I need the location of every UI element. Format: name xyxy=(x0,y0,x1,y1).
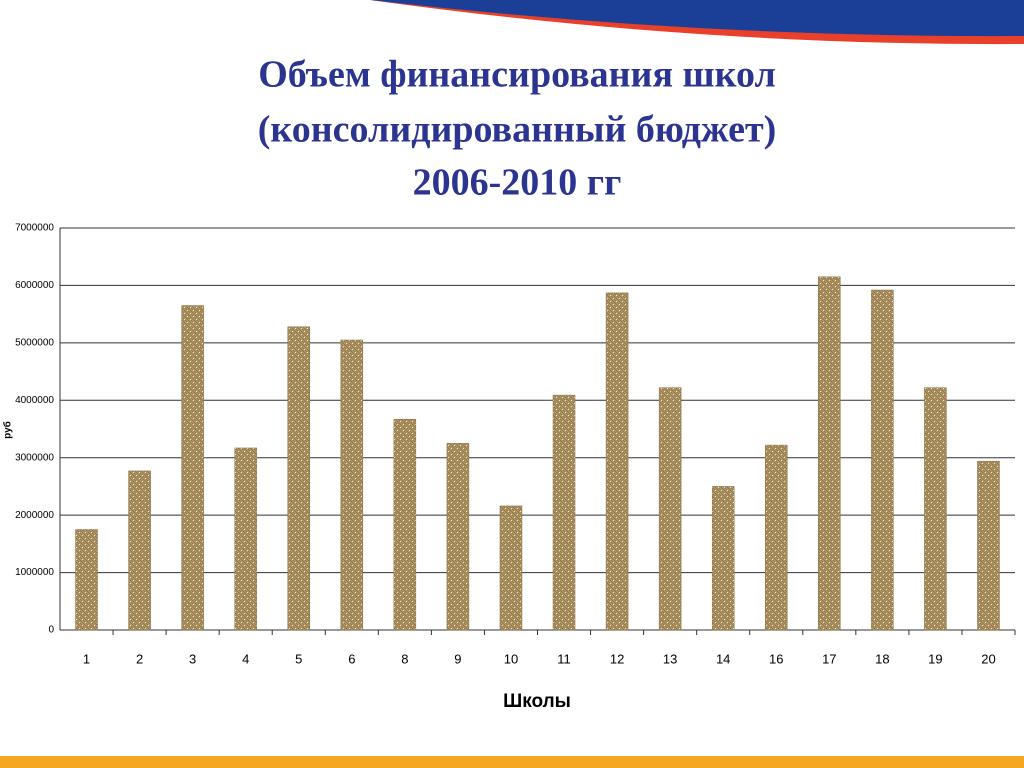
bar xyxy=(75,529,98,631)
bar xyxy=(499,505,523,631)
chart-title: (консолидированный бюджет) xyxy=(258,109,777,151)
y-tick-label: 2000000 xyxy=(15,510,54,521)
bar xyxy=(765,444,788,631)
bar xyxy=(128,470,151,631)
x-tick-label: 5 xyxy=(295,651,302,666)
bar xyxy=(552,394,576,631)
x-tick-label: 10 xyxy=(504,651,518,666)
x-axis-title: Школы xyxy=(503,691,571,712)
bar xyxy=(871,289,894,631)
y-tick-label: 5000000 xyxy=(15,337,54,348)
top-swoosh-blue xyxy=(370,0,1024,41)
bar xyxy=(446,443,470,631)
bar xyxy=(711,486,735,631)
y-tick-label: 0 xyxy=(48,625,54,636)
y-tick-label: 7000000 xyxy=(15,223,54,234)
x-tick-label: 2 xyxy=(136,651,143,666)
x-tick-label: 13 xyxy=(663,651,677,666)
chart-title: 2006-2010 гг xyxy=(413,162,622,204)
bar xyxy=(287,326,310,631)
x-tick-label: 1 xyxy=(83,651,90,666)
x-tick-label: 3 xyxy=(189,651,196,666)
x-tick-label: 6 xyxy=(348,651,355,666)
bottom-stripe xyxy=(0,756,1024,768)
x-tick-label: 17 xyxy=(822,651,836,666)
x-tick-label: 19 xyxy=(928,651,942,666)
bar xyxy=(924,387,947,631)
top-swoosh-red xyxy=(370,0,1024,45)
y-tick-label: 3000000 xyxy=(15,452,54,463)
y-tick-label: 4000000 xyxy=(15,395,54,406)
bar xyxy=(340,339,364,631)
chart-title: Объем финансирования школ xyxy=(258,54,776,96)
bar xyxy=(818,276,841,631)
x-tick-label: 12 xyxy=(610,651,624,666)
x-tick-label: 14 xyxy=(716,651,730,666)
x-tick-label: 16 xyxy=(769,651,783,666)
x-tick-label: 18 xyxy=(875,651,889,666)
bar xyxy=(658,387,682,631)
y-tick-label: 6000000 xyxy=(15,280,54,291)
x-tick-label: 9 xyxy=(454,651,461,666)
x-tick-label: 11 xyxy=(557,651,571,666)
bar xyxy=(181,305,204,631)
bar xyxy=(605,292,629,631)
bar xyxy=(977,460,1000,631)
y-axis-title: руб xyxy=(2,421,14,439)
x-tick-label: 20 xyxy=(981,651,995,666)
bar xyxy=(393,418,417,631)
x-tick-label: 8 xyxy=(401,651,408,666)
bar xyxy=(234,447,257,631)
y-tick-label: 1000000 xyxy=(15,567,54,578)
x-tick-label: 4 xyxy=(242,651,249,666)
